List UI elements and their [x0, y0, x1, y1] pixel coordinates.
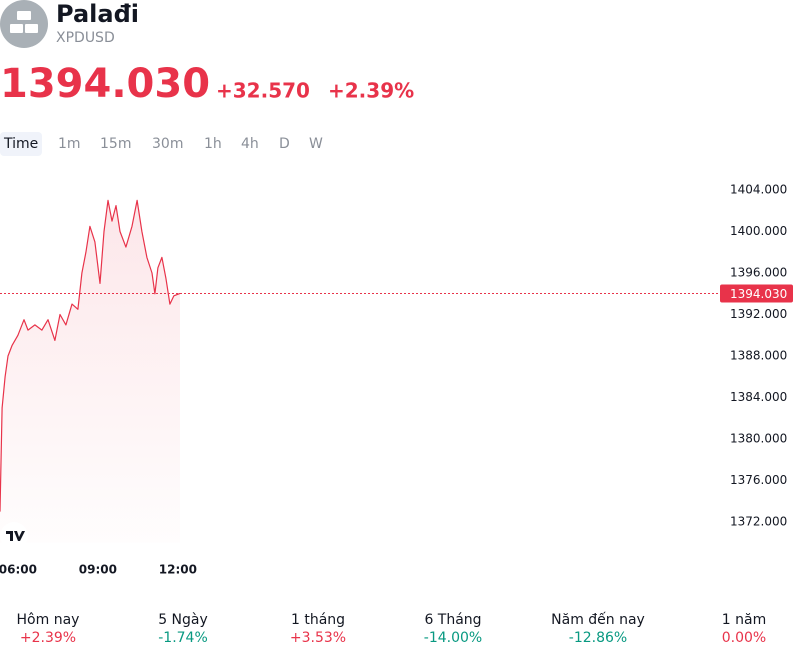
period-value: +2.39% — [20, 630, 76, 646]
y-tick-label: 1396.000 — [730, 266, 787, 280]
period-value: -1.74% — [158, 630, 208, 646]
timeframe-tab[interactable]: 4h — [241, 136, 259, 152]
timeframe-tab[interactable]: 1m — [58, 136, 81, 152]
x-tick-label: 12:00 — [159, 563, 197, 577]
symbol: XPDUSD — [56, 30, 115, 46]
chart: 1372.000 1376.000 1380.000 1384.000 1388.000… — [0, 183, 793, 577]
period-value: -12.86% — [569, 630, 627, 646]
period-label: 1 tháng — [291, 612, 345, 628]
y-tick-label: 1380.000 — [730, 432, 787, 446]
y-tick-label: 1392.000 — [730, 307, 787, 321]
tab-highlight — [0, 132, 42, 156]
timeframe-tab[interactable]: 1h — [204, 136, 222, 152]
x-tick-label: 06:00 — [0, 563, 37, 577]
title: Palađi — [56, 0, 139, 28]
logo-badge — [0, 522, 28, 550]
y-tick-label: 1400.000 — [730, 224, 787, 238]
y-tick-label: 1384.000 — [730, 390, 787, 404]
y-tick-label: 1388.000 — [730, 349, 787, 363]
x-tick-label: 09:00 — [79, 563, 117, 577]
current-price-label: 1394.030 — [730, 287, 787, 301]
period-value: -14.00% — [424, 630, 482, 646]
timeframe-tab[interactable]: 15m — [100, 136, 131, 152]
period-value: 0.00% — [722, 630, 766, 646]
timeframes: Time 1m 15m 30m 1h 4h D W — [3, 136, 323, 152]
area-fill — [0, 200, 180, 543]
icon — [0, 0, 48, 48]
period-value: +3.53% — [290, 630, 346, 646]
performance: Hôm nay +2.39% 5 Ngày -1.74% 1 tháng +3.53% 6 … — [17, 611, 767, 646]
y-tick-label: 1404.000 — [730, 183, 787, 197]
period-label: Năm đến nay — [551, 611, 645, 628]
timeframe-tab[interactable]: 30m — [152, 136, 183, 152]
y-tick-label: 1372.000 — [730, 515, 787, 529]
timeframe-tab[interactable]: W — [309, 136, 323, 152]
period-label: 6 Tháng — [424, 612, 481, 628]
current-price-box — [720, 284, 793, 303]
y-tick-label: 1376.000 — [730, 473, 787, 487]
change-percent: +2.39% — [328, 79, 414, 103]
period-label: 1 năm — [722, 612, 766, 628]
change: +32.570 — [216, 79, 310, 103]
period-label: Hôm nay — [17, 612, 80, 628]
price-line — [0, 199, 181, 512]
logo — [6, 531, 25, 541]
timeframe-tab[interactable]: D — [279, 136, 290, 152]
price: 1394.030 — [0, 61, 210, 107]
timeframe-tab[interactable]: Time — [3, 136, 38, 152]
period-label: 5 Ngày — [158, 612, 208, 628]
